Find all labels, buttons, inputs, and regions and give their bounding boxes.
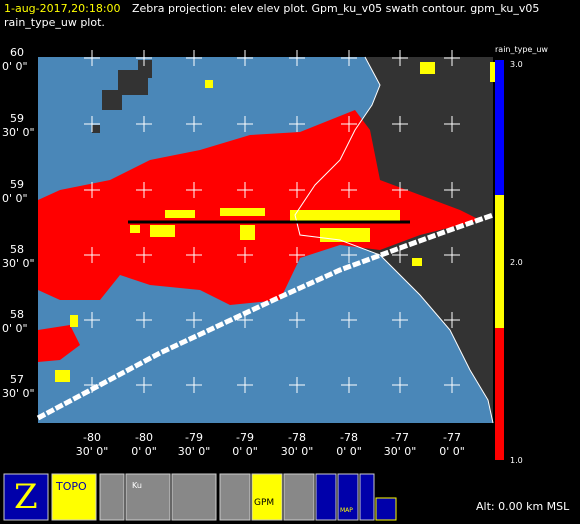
altitude: Alt: 0.00 km MSL: [476, 500, 570, 513]
csf-button[interactable]: [219, 473, 251, 521]
ku-label: Ku: [132, 481, 142, 490]
csf-button[interactable]: [251, 473, 283, 521]
map: [36, 50, 495, 424]
y-label: 58: [10, 243, 24, 256]
grid-button[interactable]: [375, 497, 397, 521]
ir-button[interactable]: [99, 473, 125, 521]
swath-edge: [36, 212, 494, 421]
ku-button[interactable]: [125, 473, 171, 521]
y-label: 59: [10, 112, 24, 125]
y-label: 58: [10, 308, 24, 321]
colorbar: rain_type_uw 3.0 2.0 1.0: [495, 45, 548, 465]
zebra-button[interactable]: [3, 473, 49, 521]
x-label: -78: [288, 431, 306, 444]
csf-button[interactable]: [283, 473, 315, 521]
x-label: -77: [391, 431, 409, 444]
y-label: 30' 0": [2, 387, 35, 400]
x-label: 30' 0": [76, 445, 109, 458]
timestamp: 1-aug-2017,20:18:00: [4, 2, 121, 15]
rain-convective: [55, 62, 495, 382]
land-patch: [92, 60, 152, 133]
color-yellow: [495, 195, 504, 328]
y-label: 0' 0": [2, 192, 28, 205]
colorbar-tick: 2.0: [510, 258, 523, 267]
topo-label: TOPO: [55, 480, 87, 493]
colorbar-title: rain_type_uw: [495, 45, 548, 54]
x-label: 0' 0": [336, 445, 362, 458]
y-label: 30' 0": [2, 126, 35, 139]
header-line: Zebra projection: elev elev plot. Gpm_ku…: [132, 2, 539, 15]
x-label: -80: [135, 431, 153, 444]
color-blue: [495, 60, 504, 195]
x-label: -78: [340, 431, 358, 444]
map-button[interactable]: [337, 473, 359, 521]
coastline: [294, 56, 494, 424]
ku-button[interactable]: [171, 473, 217, 521]
map-label: MAP: [340, 507, 353, 514]
rain-stratiform: [38, 110, 480, 305]
x-label: 0' 0": [439, 445, 465, 458]
x-label: 0' 0": [232, 445, 258, 458]
y-label: 30' 0": [2, 257, 35, 270]
map-button[interactable]: [315, 473, 337, 521]
y-label: 60: [10, 46, 24, 59]
x-label: 30' 0": [281, 445, 314, 458]
y-label: 57: [10, 373, 24, 386]
gpm-label: GPM: [254, 498, 274, 508]
x-label: -77: [443, 431, 461, 444]
rain-stratiform: [38, 325, 80, 362]
y-label: 59: [10, 178, 24, 191]
x-label: -79: [236, 431, 254, 444]
header-line: rain_type_uw plot.: [4, 16, 105, 29]
toolbar: Z TOPO Ku GPM MAP: [3, 473, 397, 521]
bounds-button[interactable]: [359, 473, 375, 521]
colorbar-tick: 1.0: [510, 456, 523, 465]
y-label: 0' 0": [2, 60, 28, 73]
colorbar-tick: 3.0: [510, 60, 523, 69]
x-label: -79: [185, 431, 203, 444]
x-label: -80: [83, 431, 101, 444]
y-label: 0' 0": [2, 322, 28, 335]
x-label: 30' 0": [384, 445, 417, 458]
x-label: 0' 0": [131, 445, 157, 458]
grid-crosses: [84, 50, 460, 393]
zebra-logo: Z: [14, 477, 38, 517]
x-label: 30' 0": [178, 445, 211, 458]
topo-button[interactable]: [51, 473, 97, 521]
color-red: [495, 328, 504, 460]
